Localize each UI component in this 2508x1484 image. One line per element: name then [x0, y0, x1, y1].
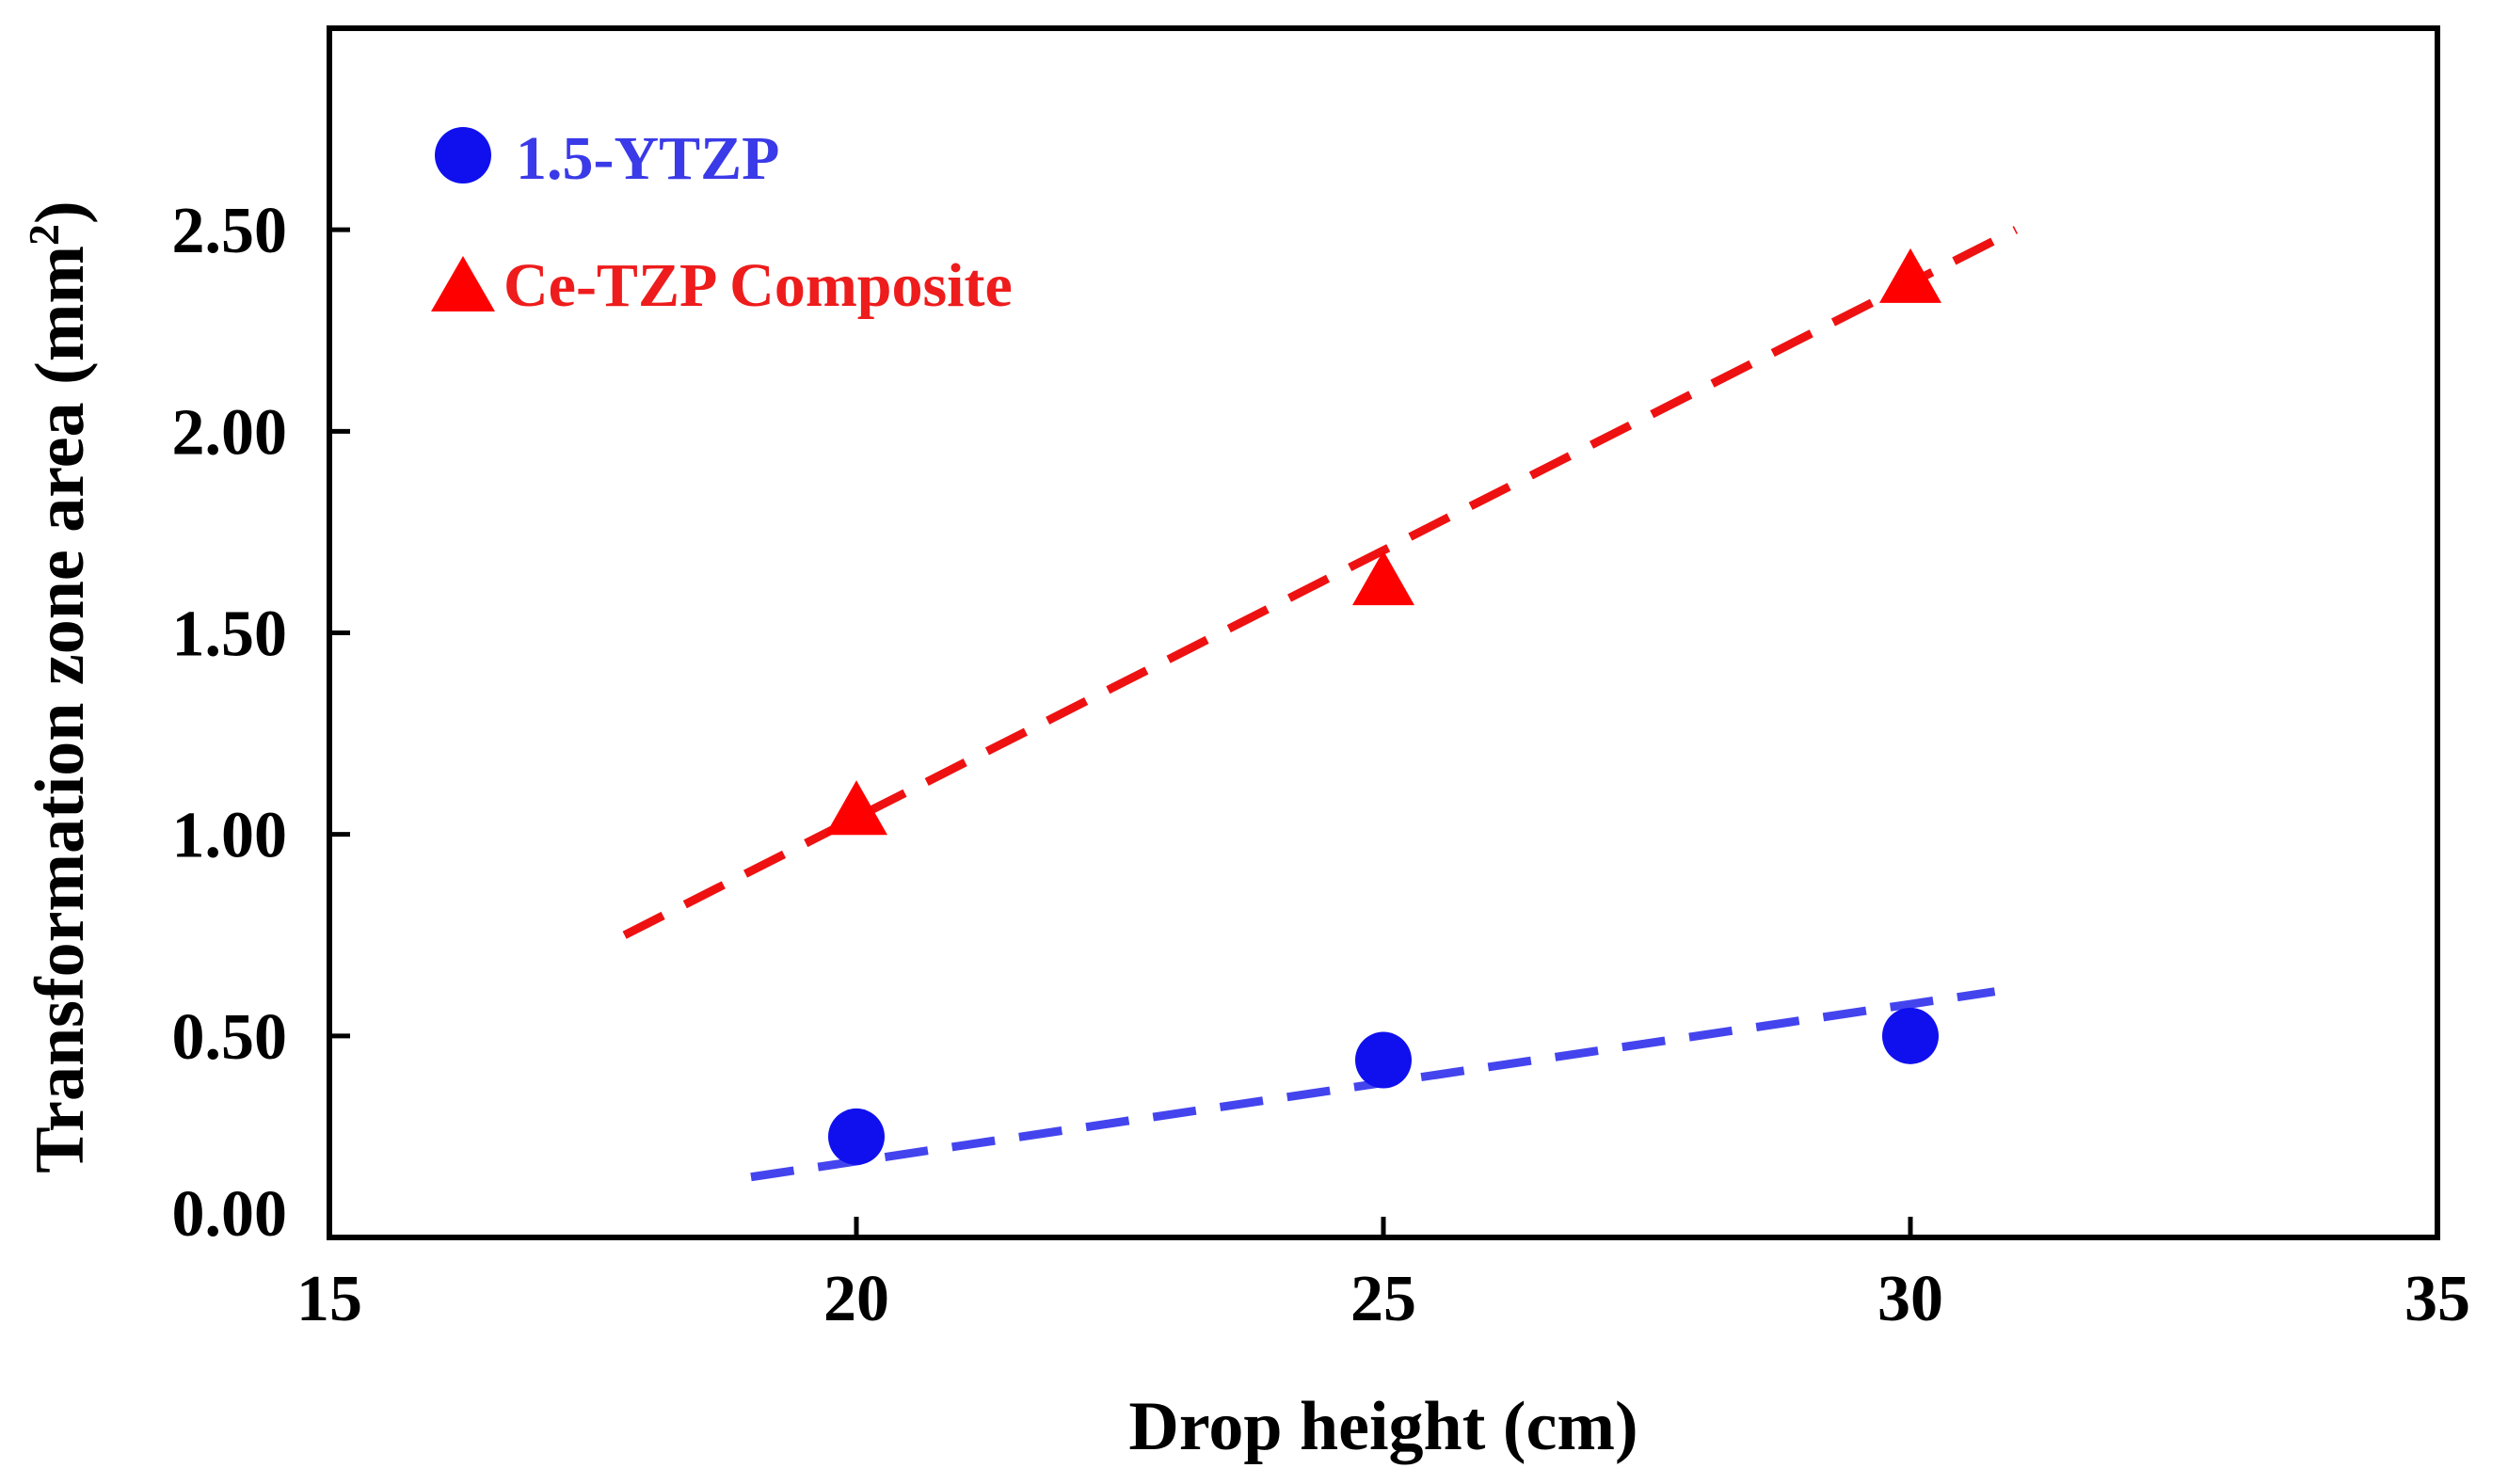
legend: 1.5-YTZP Ce-TZP Composite: [431, 124, 1013, 320]
point-series1-0: [825, 780, 887, 836]
trend-lines: [622, 226, 2019, 1182]
data-points: [825, 247, 1941, 1165]
y-tick-label-4: 2.00: [172, 396, 288, 469]
y-tick-label-3: 1.50: [172, 598, 288, 671]
y-axis-title: Transformation zone area (mm2): [20, 200, 99, 1173]
point-series0-0: [828, 1108, 885, 1165]
legend-marker-ytzp: [435, 127, 491, 184]
point-series1-2: [1879, 247, 1941, 303]
y-tick-label-5: 2.50: [172, 195, 288, 267]
point-series1-1: [1352, 551, 1414, 606]
point-series0-2: [1882, 1007, 1939, 1064]
x-tick-label-0: 15: [296, 1263, 362, 1335]
y-axis-title-main: Transformation zone area (mm: [22, 246, 99, 1173]
x-tick-label-2: 25: [1350, 1263, 1416, 1335]
y-axis-title-superscript: 2: [20, 224, 68, 246]
legend-label-ytzp: 1.5-YTZP: [516, 124, 780, 193]
point-series0-1: [1355, 1031, 1412, 1089]
y-tick-label-2: 1.00: [172, 800, 288, 872]
x-tick-label-3: 30: [1877, 1263, 1943, 1335]
y-axis-title-close: ): [22, 200, 99, 224]
y-tick-label-0: 0.00: [172, 1178, 288, 1251]
x-axis-title: Drop height (cm): [1128, 1388, 1637, 1465]
x-tick-label-4: 35: [2404, 1263, 2470, 1335]
legend-marker-cetzp: [431, 256, 495, 311]
x-ticks: 15 20 25 30 35: [296, 1217, 2470, 1335]
y-ticks: 0.00 0.50 1.00 1.50 2.00 2.50: [172, 195, 350, 1251]
y-tick-label-1: 0.50: [172, 1001, 288, 1074]
legend-label-cetzp: Ce-TZP Composite: [503, 251, 1013, 320]
trend-line-1: [622, 226, 2019, 939]
x-tick-label-1: 20: [823, 1263, 889, 1335]
